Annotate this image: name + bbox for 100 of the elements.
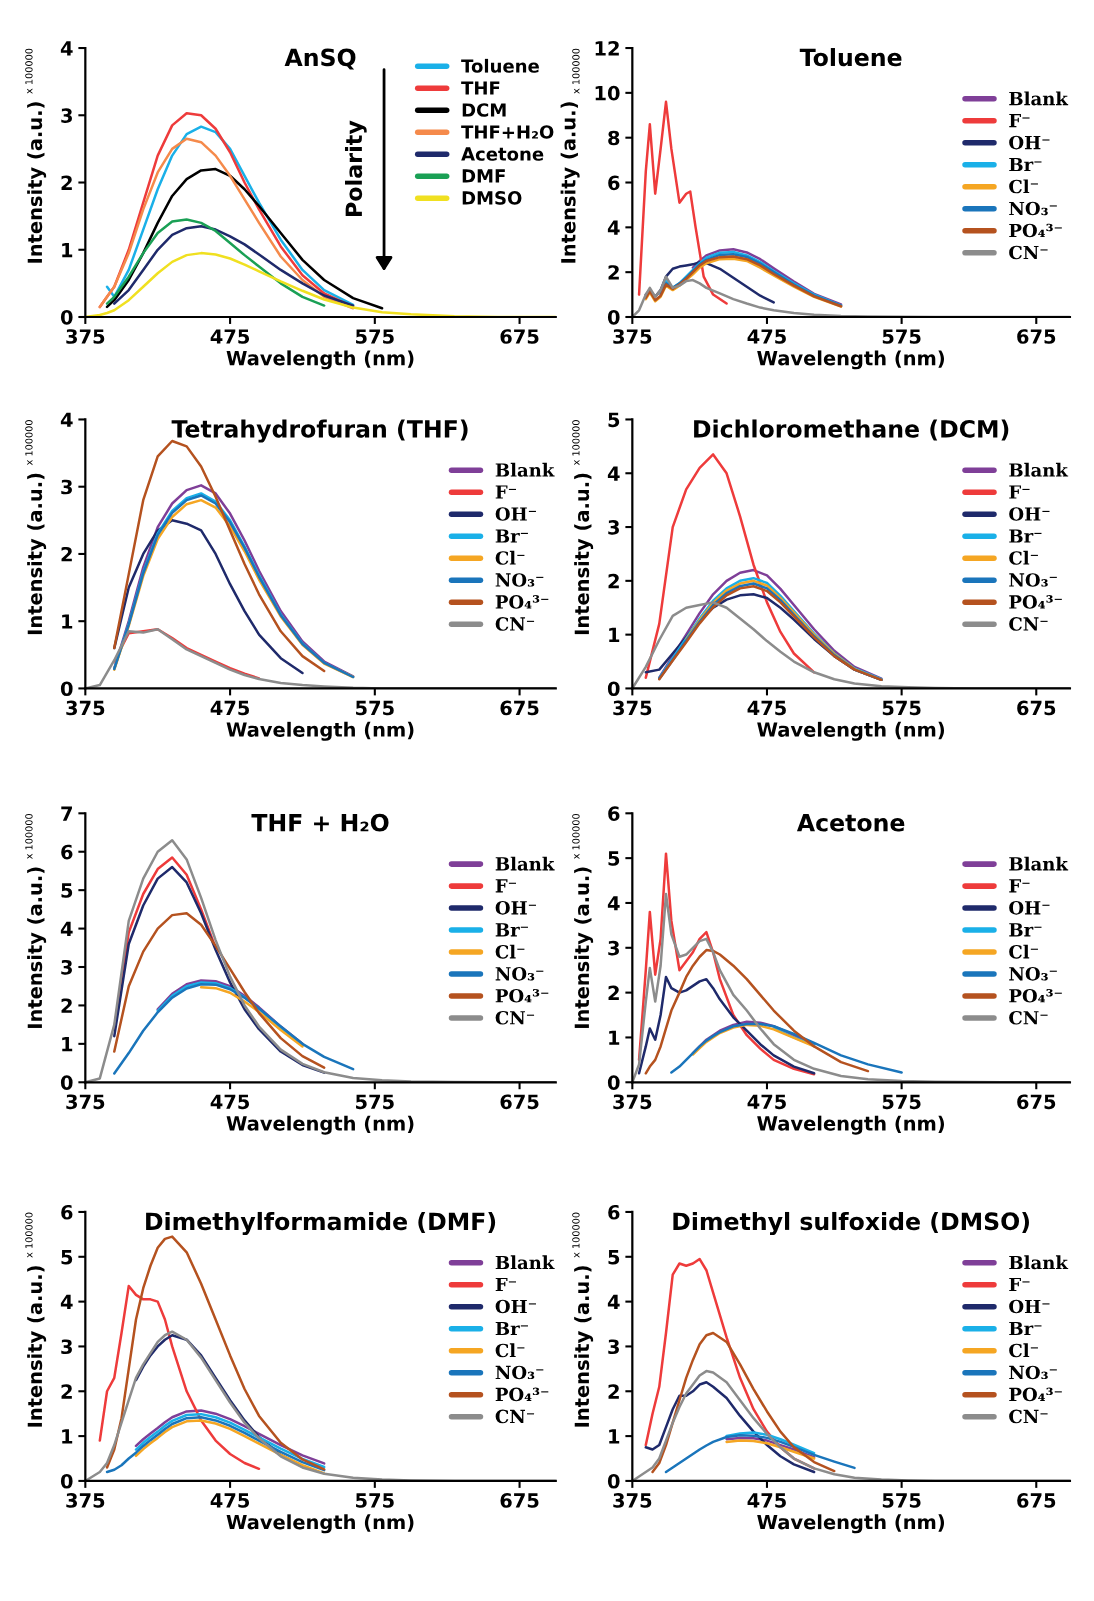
chart-title: AnSQ: [284, 48, 356, 70]
y-axis-title: Intensity (a.u.): [574, 473, 594, 635]
y-tick-label: 2: [61, 175, 72, 190]
legend-label: Blank: [495, 1255, 555, 1270]
legend-label: Blank: [495, 462, 555, 477]
y-axis-title: Intensity (a.u.): [27, 867, 47, 1028]
legend-label: CN⁻: [495, 617, 535, 631]
legend-label: F⁻: [1009, 879, 1030, 893]
legend-label: Cl⁻: [1009, 944, 1038, 959]
x-tick-label: 575: [882, 1493, 921, 1508]
y-tick-label: 5: [608, 412, 620, 428]
x-tick-label: 475: [747, 1493, 786, 1508]
legend-label: Acetone: [461, 147, 544, 161]
y-tick-label: 3: [608, 520, 619, 535]
legend-label: Cl⁻: [495, 550, 525, 565]
x-tick-label: 375: [66, 1094, 105, 1110]
y-tick-label: 2: [608, 265, 619, 280]
legend-label: PO₄³⁻: [1009, 1387, 1062, 1402]
x-tick-label: 375: [66, 700, 105, 716]
legend-label: Br⁻: [1009, 529, 1042, 543]
y-tick-label: 1: [609, 1030, 620, 1045]
x-tick-label: 475: [747, 1094, 786, 1110]
y-axis-title: Intensity (a.u.): [27, 102, 47, 263]
legend-label: OH⁻: [1009, 1299, 1050, 1314]
legend-label: OH⁻: [1009, 901, 1050, 915]
y-tick-label: 4: [607, 466, 620, 481]
chart-title: Tetrahydrofuran (THF): [171, 419, 468, 443]
text: x 100000: [25, 420, 33, 466]
x-tick-label: 575: [882, 1094, 921, 1110]
legend-label: CN⁻: [1009, 245, 1048, 260]
legend-label: Cl⁻: [1009, 550, 1038, 565]
y-tick-label: 1: [62, 1429, 73, 1444]
y-tick-label: 10: [595, 85, 620, 101]
legend-label: Br⁻: [1009, 1321, 1042, 1336]
legend-label: NO₃⁻: [1009, 1365, 1057, 1380]
legend-label: THF+H₂O: [461, 125, 554, 139]
x-tick-label: 675: [1017, 329, 1056, 344]
y-axis-title: Intensity (a.u.): [27, 473, 47, 635]
y-tick-label: 4: [60, 1294, 73, 1309]
text: x 100000: [572, 813, 580, 859]
y-axis-title: Intensity (a.u.): [574, 867, 594, 1028]
x-axis-title: Wavelength (nm): [757, 721, 945, 741]
y-tick-label: 0: [60, 681, 73, 697]
legend-label: THF: [461, 81, 500, 95]
y-tick-label: 2: [608, 573, 619, 589]
legend-label: PO₄³⁻: [1009, 595, 1062, 609]
x-tick-label: 675: [1017, 1094, 1056, 1110]
x-tick-label: 375: [613, 1493, 652, 1508]
x-tick-label: 375: [613, 329, 652, 344]
legend-label: OH⁻: [495, 1299, 536, 1314]
x-tick-label: 475: [210, 1094, 250, 1110]
legend-label: DCM: [462, 103, 506, 117]
x-tick-label: 475: [210, 1493, 250, 1508]
legend-label: NO₃⁻: [495, 1365, 544, 1380]
y-tick-label: 2: [61, 546, 72, 562]
text: x 100000: [572, 48, 580, 94]
x-tick-label: 575: [356, 1094, 394, 1110]
x-tick-label: 675: [500, 700, 539, 716]
y-tick-label: 1: [62, 614, 73, 629]
x-axis-title: Wavelength (nm): [226, 350, 414, 370]
legend-label: Br⁻: [1009, 923, 1042, 937]
legend-label: F⁻: [1009, 113, 1030, 128]
y-tick-label: 0: [60, 1473, 73, 1489]
text: x 100000: [25, 48, 33, 94]
legend-label: OH⁻: [1009, 507, 1050, 521]
legend-label: NO₃⁻: [495, 966, 544, 981]
x-tick-label: 675: [1017, 700, 1056, 716]
legend-label: NO₃⁻: [495, 573, 544, 587]
y-axis-title: Intensity (a.u.): [27, 1266, 47, 1427]
chart-title: THF + H₂O: [251, 813, 389, 832]
y-tick-label: 0: [60, 1075, 73, 1090]
legend-label: OH⁻: [1009, 135, 1050, 150]
x-tick-label: 475: [210, 329, 250, 344]
legend-label: CN⁻: [495, 1409, 535, 1424]
y-tick-label: 5: [608, 1250, 620, 1265]
x-tick-label: 675: [500, 1493, 539, 1508]
legend-label: Br⁻: [1009, 157, 1042, 172]
y-tick-label: 0: [607, 1075, 620, 1090]
chart-title: Dichloromethane (DCM): [694, 419, 1009, 441]
text: x 100000: [25, 1212, 33, 1258]
y-tick-label: 5: [61, 883, 73, 898]
y-tick-label: 1: [62, 1037, 73, 1052]
legend-label: OH⁻: [495, 507, 536, 521]
chart-title: Dimethylformamide (DMF): [146, 1211, 496, 1235]
y-tick-label: 2: [608, 985, 619, 1001]
x-axis-title: Wavelength (nm): [757, 350, 945, 370]
legend-label: Blank: [1009, 91, 1069, 106]
legend-label: CN⁻: [1009, 1010, 1048, 1025]
legend-label: Cl⁻: [1009, 179, 1038, 194]
y-tick-label: 3: [61, 108, 72, 123]
x-axis-title: Wavelength (nm): [757, 1115, 945, 1135]
legend-label: Br⁻: [495, 923, 528, 937]
chart-title: Dimethyl sulfoxide (DMSO): [673, 1211, 1029, 1235]
x-tick-label: 475: [747, 329, 786, 344]
legend-label: Toluene: [461, 58, 539, 73]
y-tick-label: 6: [608, 175, 620, 191]
legend-label: Cl⁻: [495, 1343, 525, 1358]
legend-label: Cl⁻: [1009, 1343, 1038, 1358]
legend-label: NO₃⁻: [1009, 966, 1057, 981]
text: x 100000: [572, 1212, 580, 1258]
